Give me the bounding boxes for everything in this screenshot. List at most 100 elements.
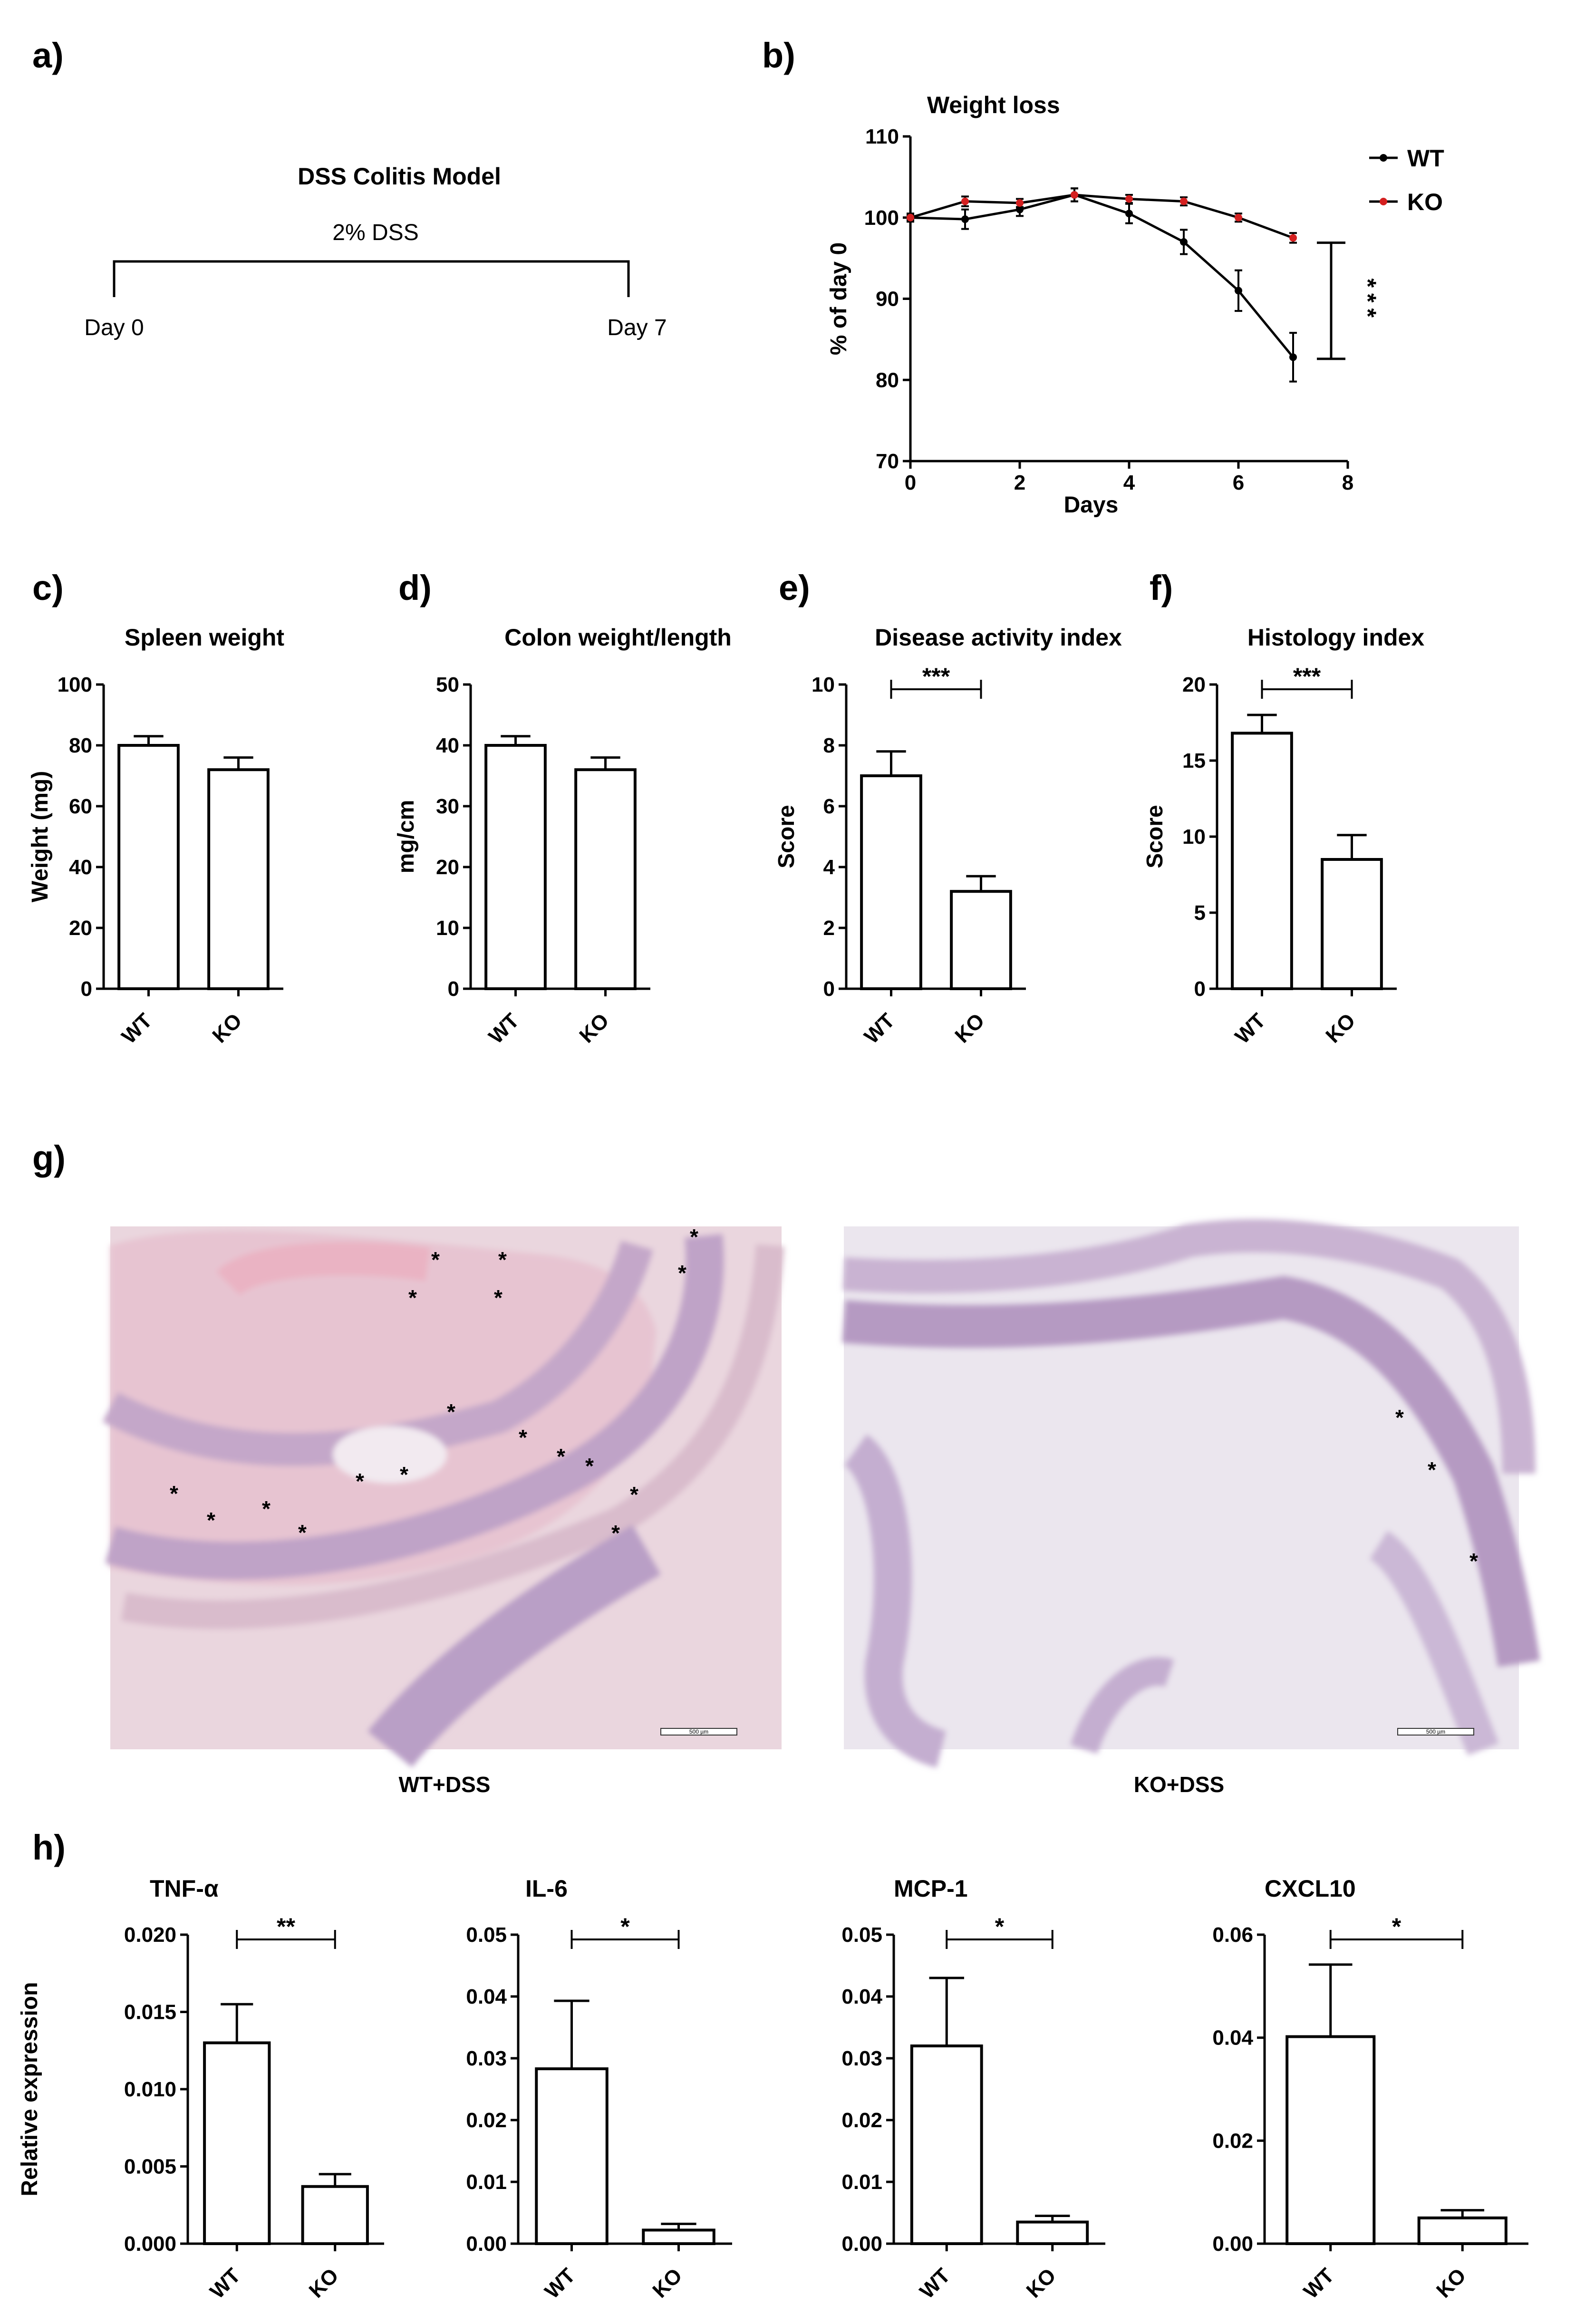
dss-model-title: DSS Colitis Model	[298, 163, 501, 190]
bar-wt	[1285, 2035, 1376, 2245]
panel-a-timeline: DSS Colitis Model 2% DSS Day 0 Day 7	[84, 163, 667, 340]
y-tick-label: 0.02	[1212, 2129, 1253, 2152]
x-tick-label: WT	[1299, 2264, 1339, 2303]
x-tick-label: KO	[575, 1009, 613, 1047]
asterisk-marker: *	[498, 1247, 507, 1272]
chart-il-6: IL-6 0.00 0.01 0.02 0.03 0.04 0.05 WT KO *	[466, 1875, 732, 2303]
asterisk-marker: *	[1428, 1457, 1436, 1482]
scale-bar-label-ko: 500 µm	[1426, 1728, 1445, 1735]
y-tick-label: 0.00	[1212, 2232, 1253, 2256]
x-tick-label: KO	[950, 1009, 989, 1047]
asterisk-marker: *	[408, 1285, 417, 1310]
y-tick-label: 0.020	[124, 1923, 176, 1947]
x-tick-label: WT	[1231, 1009, 1270, 1048]
y-tick-label: 5	[1194, 901, 1206, 925]
x-tick-label: KO	[1432, 2264, 1470, 2302]
y-tick-label: 80	[876, 368, 899, 392]
chart-disease-activity-index: Disease activity index 0 2 4 6 8 10 Score WT KO **…	[774, 624, 1122, 1048]
y-tick-label: 4	[823, 856, 835, 879]
histology-image-ko: 500 µm	[842, 1219, 1540, 1768]
asterisk-marker: *	[431, 1247, 440, 1272]
asterisk-marker: *	[262, 1496, 271, 1521]
significance-label: ***	[1293, 663, 1321, 690]
y-tick-label: 20	[69, 916, 92, 940]
series-line-ko	[910, 193, 1294, 239]
bar-wt	[1231, 732, 1293, 990]
x-tick-label: KO	[1022, 2264, 1061, 2302]
y-axis-label: Score	[1142, 805, 1168, 868]
y-tick-label: 0	[81, 977, 92, 1001]
x-tick-label: KO	[1321, 1009, 1360, 1047]
y-axis-label: Relative expression	[17, 1982, 42, 2197]
bar-wt	[860, 774, 922, 990]
y-axis-label: mg/cm	[394, 800, 419, 874]
significance-label: *	[995, 1913, 1005, 1940]
x-tick-label: WT	[915, 2264, 955, 2303]
y-tick-label: 0.06	[1212, 1923, 1253, 1947]
x-tick-label: WT	[117, 1009, 157, 1048]
bar-ko	[1016, 2220, 1089, 2245]
legend-marker-wt	[1380, 154, 1387, 162]
asterisk-marker: *	[690, 1225, 698, 1249]
panel-label-a: a)	[32, 36, 64, 75]
y-tick-label: 10	[812, 673, 835, 696]
y-tick-label: 0.02	[466, 2109, 507, 2132]
x-tick-label: 8	[1342, 471, 1353, 494]
data-point-ko	[1125, 195, 1133, 203]
y-tick-label: 90	[876, 288, 899, 311]
y-axis-label: Weight (mg)	[28, 771, 53, 902]
chart-cxcl10: CXCL10 0.00 0.02 0.04 0.06 WT KO *	[1212, 1875, 1528, 2303]
chart-spleen-weight: Spleen weight 0 20 40 60 80 100 Weight (mg) WT KO	[28, 624, 284, 1048]
chart-histology-index: Histology index 0 5 10 15 20 Score WT KO ***	[1142, 624, 1424, 1048]
y-tick-label: 10	[1182, 825, 1206, 849]
y-tick-label: 110	[865, 125, 899, 148]
asterisk-marker: *	[557, 1444, 565, 1469]
panel-label-e: e)	[779, 568, 810, 608]
chart-weight-loss: Weight loss 70 80 90 100 110 0 2 4 6 8 Days % of day…	[826, 92, 1444, 518]
asterisk-marker: *	[1395, 1405, 1404, 1430]
y-tick-label: 0.04	[841, 1985, 882, 2008]
asterisk-marker: *	[630, 1482, 638, 1507]
data-point-ko	[961, 197, 969, 205]
y-tick-label: 0	[448, 977, 459, 1001]
y-tick-label: 0.05	[466, 1923, 507, 1947]
y-tick-label: 0.010	[124, 2078, 176, 2101]
bar-ko	[950, 890, 1012, 990]
legend-label-ko: KO	[1407, 189, 1443, 215]
data-point-ko	[1180, 197, 1188, 205]
y-tick-label: 0.03	[466, 2047, 507, 2070]
bar-wt	[484, 744, 547, 990]
y-tick-label: 40	[69, 856, 92, 879]
y-tick-label: 0.03	[841, 2047, 882, 2070]
legend-label-wt: WT	[1407, 145, 1444, 172]
significance-label: **	[277, 1913, 295, 1940]
panel-label-d: d)	[398, 568, 432, 608]
y-tick-label: 100	[864, 206, 899, 230]
y-tick-label: 40	[436, 734, 459, 757]
significance-label: ***	[1354, 279, 1381, 323]
chart-mcp-1: MCP-1 0.00 0.01 0.02 0.03 0.04 0.05 WT KO *	[841, 1875, 1105, 2303]
data-point-ko	[1016, 199, 1024, 207]
asterisk-marker: *	[400, 1462, 408, 1487]
y-tick-label: 0.005	[124, 2155, 176, 2179]
chart-title: Spleen weight	[125, 624, 285, 651]
timeline-line	[113, 260, 630, 297]
asterisk-marker: *	[298, 1520, 307, 1545]
panel-label-b: b)	[762, 36, 795, 75]
y-tick-label: 0.01	[466, 2170, 507, 2194]
asterisk-marker: *	[207, 1508, 215, 1533]
bar-wt	[203, 2041, 271, 2245]
data-point-wt	[1180, 238, 1188, 246]
y-tick-label: 0.00	[466, 2232, 507, 2256]
y-tick-label: 0	[823, 977, 835, 1001]
x-tick-label: KO	[208, 1009, 246, 1047]
asterisk-marker: *	[678, 1261, 686, 1285]
chart-title: TNF-α	[150, 1875, 219, 1902]
y-tick-label: 15	[1182, 749, 1206, 772]
y-tick-label: 0.04	[466, 1985, 507, 2008]
bar-wt	[535, 2067, 609, 2246]
data-point-ko	[907, 213, 914, 222]
y-tick-label: 2	[823, 916, 835, 940]
x-tick-label: 6	[1233, 471, 1244, 494]
bar-ko	[1321, 858, 1383, 990]
